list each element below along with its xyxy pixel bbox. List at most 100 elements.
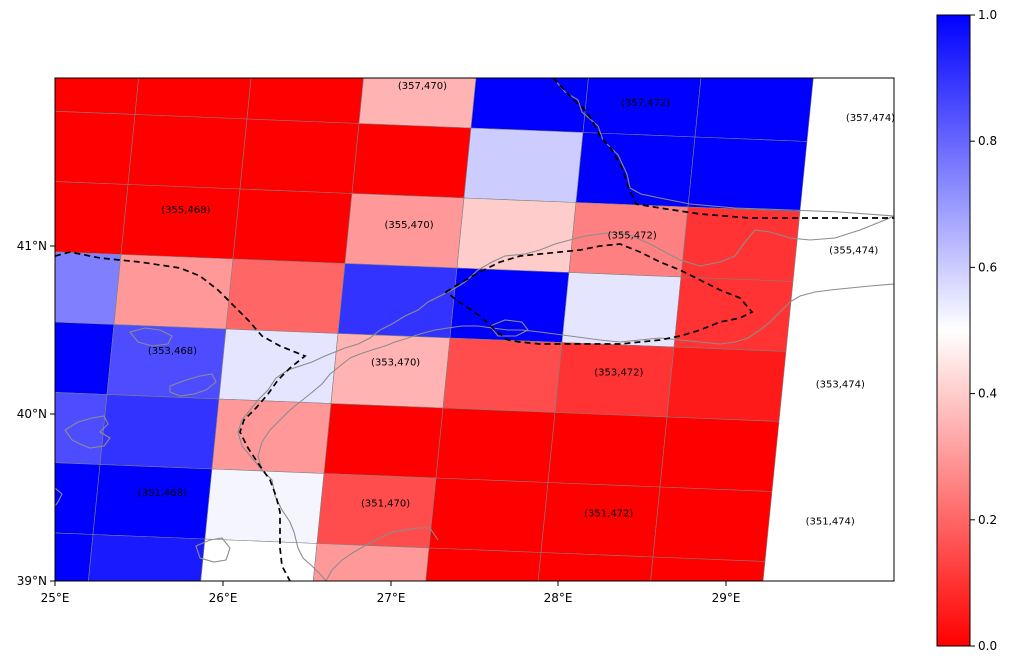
heatmap-cell [323, 403, 444, 479]
heatmap-cell [316, 473, 437, 549]
cell-label: (353,470) [371, 358, 420, 369]
heatmap-cell [211, 398, 332, 474]
heatmap-cell [55, 321, 115, 395]
coastline-marmara-south [349, 283, 894, 359]
x-tick-label-27e: 27°E [377, 591, 406, 605]
colorbar-tick-label: 0.0 [978, 639, 997, 653]
heatmap-cell [218, 328, 339, 404]
cell-label: (351,470) [361, 498, 410, 509]
heatmap-cell [547, 412, 668, 488]
cell-label: (351,474) [806, 517, 855, 528]
heatmap-cell [246, 78, 364, 124]
heatmap-cell [463, 127, 584, 203]
coastline-gulf-saros [55, 487, 63, 507]
heatmap-cell [55, 532, 94, 581]
cell-label: (357,474) [846, 113, 895, 124]
y-tick-label-41n: 41°N [17, 239, 47, 253]
y-tick-label-39n: 39°N [17, 574, 47, 588]
heatmap-cell [650, 556, 766, 581]
island-samothrace [129, 327, 173, 347]
heatmap-cell [88, 534, 206, 581]
colorbar-gradient [936, 14, 971, 647]
colorbar-tick-label: 0.2 [978, 513, 997, 527]
cell-label: (351,468) [138, 488, 187, 499]
y-tick-label-40n: 40°N [17, 407, 47, 421]
island-marmara [489, 319, 529, 337]
cell-label: (357,472) [621, 98, 670, 109]
cell-label: (355,468) [161, 205, 210, 216]
heatmap-cell [470, 78, 589, 133]
heatmap-cell [554, 342, 675, 418]
colorbar-tick-label: 1.0 [978, 8, 997, 22]
heatmap-cell [232, 188, 353, 264]
heatmap-cell [456, 197, 577, 273]
map-panel [54, 77, 895, 582]
heatmap-cell [239, 118, 360, 194]
cell-label: (351,472) [584, 508, 633, 519]
heatmap-cell [537, 552, 654, 581]
heatmap-cell [666, 346, 787, 422]
heatmap-cell [687, 136, 808, 212]
island-lemnos [64, 415, 111, 449]
heatmap-cell [575, 132, 696, 208]
cell-labels: (357,470) (357,472) (357,474) (355,468) (355… [138, 81, 895, 528]
cell-label: (353,468) [148, 346, 197, 357]
heatmap-cell [127, 114, 248, 190]
heatmap-cell [55, 462, 101, 535]
heatmap-cell [425, 547, 542, 581]
heatmap-cell [225, 258, 346, 334]
heatmap-cell [428, 477, 549, 553]
heatmap-cell [435, 407, 556, 483]
heatmap-cell [330, 333, 451, 409]
heatmap-cell [673, 276, 794, 352]
border-bulgaria-turkey [552, 78, 894, 219]
heatmap-cells [55, 78, 814, 581]
colorbar: 0.0 0.2 0.4 0.6 0.8 1.0 [936, 8, 997, 653]
heatmap-cell [55, 110, 136, 185]
heatmap-cell [561, 272, 682, 348]
map-frame [54, 77, 895, 582]
heatmap-cell [120, 184, 241, 260]
coastline-dardanelles [257, 357, 351, 471]
heatmap-cell [55, 78, 139, 115]
x-tick-label-28e: 28°E [544, 591, 573, 605]
heatmap-cell [99, 394, 220, 470]
colorbar-ticks: 0.0 0.2 0.4 0.6 0.8 1.0 [970, 8, 997, 653]
heatmap-cell [113, 254, 234, 330]
border-sea-marmara [444, 243, 754, 345]
border-greece-turkey [55, 251, 307, 581]
heatmap-cell [55, 392, 108, 465]
heatmap-cell [92, 464, 213, 540]
colorbar-tick-label: 0.4 [978, 387, 997, 401]
cell-label: (357,470) [398, 81, 447, 92]
heatmap-cell [55, 251, 122, 325]
country-borders [55, 78, 894, 581]
heatmap-cell [204, 468, 325, 544]
y-axis: 41°N 40°N 39°N [17, 239, 55, 588]
x-tick-label-29e: 29°E [712, 591, 741, 605]
heatmap-cell [351, 123, 472, 199]
coastline-thrace-north [552, 78, 894, 217]
heatmap-cell [337, 263, 458, 339]
coastline-biga-peninsula [325, 527, 439, 581]
coastlines [55, 78, 894, 581]
island-imbros [169, 373, 217, 397]
heatmap-cell [134, 78, 252, 120]
coastline-tenedos-coast [195, 537, 231, 563]
cell-label: (355,470) [384, 220, 433, 231]
cell-label: (353,474) [816, 379, 865, 390]
colorbar-tick-label: 0.8 [978, 134, 997, 148]
x-tick-label-26e: 26°E [209, 591, 238, 605]
heatmap-cell [652, 486, 773, 562]
cell-label: (355,474) [829, 245, 878, 256]
heatmap-cell [540, 482, 661, 558]
x-tick-label-25e: 25°E [41, 591, 70, 605]
heatmap-cell [312, 543, 430, 581]
cell-label: (355,472) [608, 230, 657, 241]
cell-label: (353,472) [594, 368, 643, 379]
heatmap-cell [442, 337, 563, 413]
x-axis: 25°E 26°E 27°E 28°E 29°E [41, 581, 741, 605]
heatmap-cell [659, 416, 780, 492]
colorbar-tick-label: 0.6 [978, 260, 997, 274]
